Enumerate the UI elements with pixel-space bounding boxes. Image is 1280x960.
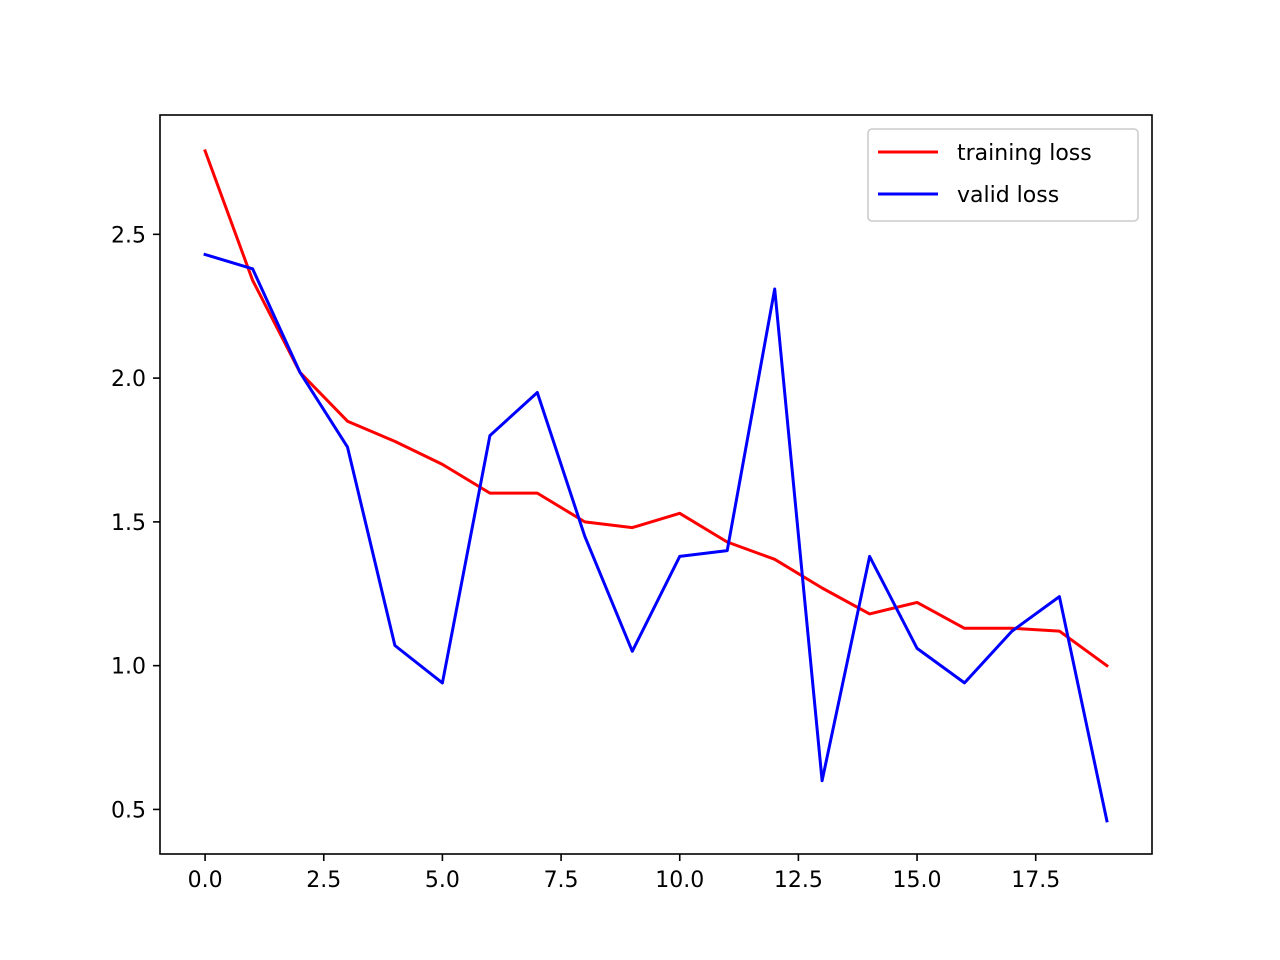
series-line-training-loss (203, 148, 1109, 668)
y-tick-label: 1.5 (111, 511, 146, 536)
x-tick-label: 12.5 (774, 868, 823, 893)
legend-label-training-loss: training loss (957, 141, 1092, 166)
x-tick-label: 7.5 (544, 868, 579, 893)
y-axis-ticks: 0.5 1.0 1.5 2.0 2.5 (111, 223, 160, 823)
series-layer (203, 148, 1109, 823)
series-line-valid-loss (203, 252, 1109, 823)
y-tick-label: 2.5 (111, 223, 146, 248)
y-tick-label: 1.0 (111, 655, 146, 680)
axes-layer (159, 114, 1153, 855)
x-tick-label: 10.0 (655, 868, 704, 893)
x-tick-label: 0.0 (188, 868, 223, 893)
legend-label-valid-loss: valid loss (957, 183, 1059, 208)
plot-area-frame (159, 114, 1153, 855)
legend: training loss valid loss (867, 128, 1139, 222)
x-tick-label: 2.5 (306, 868, 341, 893)
x-tick-label: 17.5 (1011, 868, 1060, 893)
x-axis-ticks: 0.0 2.5 5.0 7.5 10.0 12.5 15.0 17.5 (188, 854, 1060, 893)
x-tick-label: 5.0 (425, 868, 460, 893)
y-tick-label: 0.5 (111, 798, 146, 823)
x-tick-label: 15.0 (893, 868, 942, 893)
y-tick-label: 2.0 (111, 367, 146, 392)
